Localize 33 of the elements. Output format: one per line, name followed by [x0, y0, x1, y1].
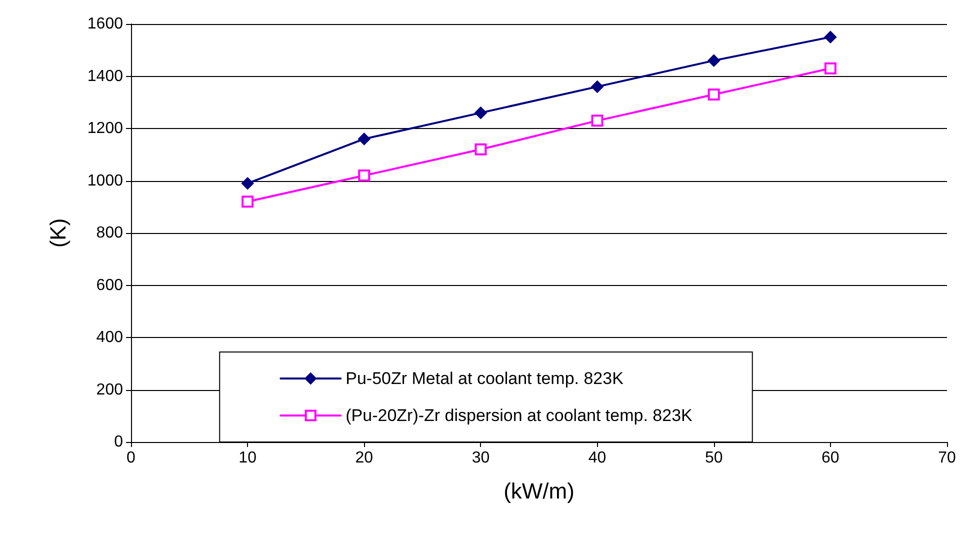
point	[358, 132, 370, 145]
x-tick-label: 20	[355, 450, 374, 466]
x-tick-label: 40	[588, 450, 606, 466]
y-tick-label: 1000	[87, 172, 124, 190]
x-axis-title: (kW/m)	[504, 478, 574, 504]
y-tick-label: 1400	[87, 68, 124, 85]
y-axis-title: (K)	[46, 218, 70, 248]
point	[591, 80, 604, 93]
y-tick-label: 800	[96, 224, 124, 242]
y-tick-label: 600	[96, 276, 124, 294]
y-tick-label: 0	[114, 434, 124, 450]
point	[824, 62, 836, 74]
point	[242, 196, 254, 208]
point	[708, 54, 720, 67]
legend-label: (Pu-20Zr)-Zr dispersion at coolant temp. 823K	[346, 406, 694, 425]
point	[474, 143, 487, 156]
x-tick-label: 70	[938, 450, 956, 466]
x-tick-label: 10	[238, 450, 257, 466]
x-tick-label: 50	[704, 450, 723, 466]
point	[708, 88, 720, 101]
point	[242, 177, 254, 190]
y-tick-label: 200	[96, 381, 124, 398]
legend-label: Pu-50Zr Metal at coolant temp. 823K	[346, 369, 624, 388]
x-tick-label: 30	[472, 450, 490, 466]
point	[591, 114, 604, 127]
y-tick-label: 400	[96, 329, 124, 346]
x-tick-label: 60	[822, 450, 840, 466]
y-tick-label: 1200	[87, 120, 124, 137]
point	[358, 170, 370, 182]
point	[824, 31, 836, 44]
y-tick-label: 1600	[87, 16, 124, 32]
x-tick-label: 0	[126, 450, 136, 466]
point	[474, 106, 487, 119]
